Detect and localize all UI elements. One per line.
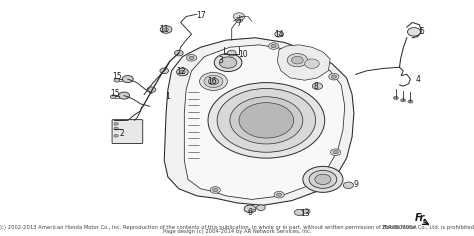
Circle shape bbox=[208, 83, 325, 158]
Circle shape bbox=[114, 78, 120, 82]
Polygon shape bbox=[184, 45, 345, 199]
Circle shape bbox=[294, 209, 304, 215]
Circle shape bbox=[213, 188, 218, 192]
Circle shape bbox=[408, 100, 413, 103]
Circle shape bbox=[315, 174, 331, 185]
Text: 17: 17 bbox=[196, 11, 206, 20]
Circle shape bbox=[239, 103, 294, 138]
Circle shape bbox=[401, 99, 406, 102]
Circle shape bbox=[147, 87, 156, 93]
Circle shape bbox=[209, 78, 219, 85]
Circle shape bbox=[236, 18, 243, 22]
Circle shape bbox=[114, 127, 118, 130]
Circle shape bbox=[343, 182, 354, 189]
Circle shape bbox=[303, 166, 343, 192]
Text: Fr.: Fr. bbox=[415, 213, 428, 223]
Text: 15: 15 bbox=[110, 89, 120, 98]
FancyBboxPatch shape bbox=[112, 120, 143, 143]
Circle shape bbox=[180, 70, 185, 74]
Circle shape bbox=[160, 26, 172, 33]
Circle shape bbox=[118, 92, 129, 99]
Circle shape bbox=[177, 68, 188, 76]
Circle shape bbox=[303, 209, 310, 214]
Circle shape bbox=[114, 122, 118, 125]
Text: 13: 13 bbox=[300, 209, 310, 218]
Circle shape bbox=[219, 57, 237, 68]
Circle shape bbox=[305, 59, 319, 68]
Circle shape bbox=[276, 193, 282, 196]
Text: 4: 4 bbox=[415, 75, 420, 84]
Circle shape bbox=[287, 54, 308, 67]
Circle shape bbox=[204, 75, 223, 88]
Circle shape bbox=[271, 44, 276, 48]
Circle shape bbox=[330, 149, 341, 156]
Circle shape bbox=[160, 68, 169, 74]
Text: 16: 16 bbox=[207, 77, 217, 86]
Text: 9: 9 bbox=[353, 180, 358, 189]
Circle shape bbox=[200, 72, 228, 90]
Text: 5: 5 bbox=[419, 27, 424, 36]
Circle shape bbox=[274, 191, 284, 198]
Circle shape bbox=[122, 76, 133, 83]
Circle shape bbox=[214, 54, 242, 72]
Circle shape bbox=[233, 13, 245, 20]
Circle shape bbox=[329, 73, 339, 80]
Circle shape bbox=[189, 56, 194, 59]
Circle shape bbox=[292, 56, 303, 64]
Circle shape bbox=[256, 205, 265, 211]
Text: 7: 7 bbox=[237, 19, 241, 28]
Circle shape bbox=[309, 170, 337, 188]
Circle shape bbox=[114, 134, 118, 137]
Text: 8: 8 bbox=[313, 82, 318, 91]
Polygon shape bbox=[277, 45, 330, 80]
Text: 14: 14 bbox=[274, 30, 284, 39]
Circle shape bbox=[210, 187, 220, 193]
Circle shape bbox=[110, 95, 116, 99]
Circle shape bbox=[269, 43, 279, 49]
Text: 3: 3 bbox=[219, 56, 223, 65]
Text: 12: 12 bbox=[176, 67, 185, 76]
Text: Page design (c) 2004-2014 by AR Network Services, Inc.: Page design (c) 2004-2014 by AR Network … bbox=[163, 229, 311, 234]
Circle shape bbox=[217, 88, 316, 152]
Circle shape bbox=[174, 50, 183, 56]
Text: 10: 10 bbox=[238, 50, 247, 59]
Text: 11: 11 bbox=[159, 25, 169, 34]
Circle shape bbox=[186, 55, 197, 61]
Circle shape bbox=[230, 97, 303, 144]
Circle shape bbox=[164, 28, 169, 31]
Text: Z5R0E0300A: Z5R0E0300A bbox=[382, 224, 417, 230]
Text: 15: 15 bbox=[112, 72, 122, 81]
Text: 2: 2 bbox=[120, 129, 125, 138]
Circle shape bbox=[251, 209, 256, 212]
Circle shape bbox=[393, 96, 398, 100]
Circle shape bbox=[228, 50, 236, 56]
Circle shape bbox=[312, 83, 322, 89]
Circle shape bbox=[331, 75, 337, 78]
Polygon shape bbox=[164, 38, 354, 205]
Text: (c) 2002-2013 American Honda Motor Co., Inc. Reproduction of the contents of thi: (c) 2002-2013 American Honda Motor Co., … bbox=[0, 224, 474, 230]
Circle shape bbox=[275, 31, 283, 37]
Text: 1: 1 bbox=[165, 92, 170, 101]
Circle shape bbox=[408, 28, 420, 36]
Circle shape bbox=[333, 151, 338, 154]
Circle shape bbox=[244, 205, 256, 213]
Text: 6: 6 bbox=[247, 208, 252, 217]
